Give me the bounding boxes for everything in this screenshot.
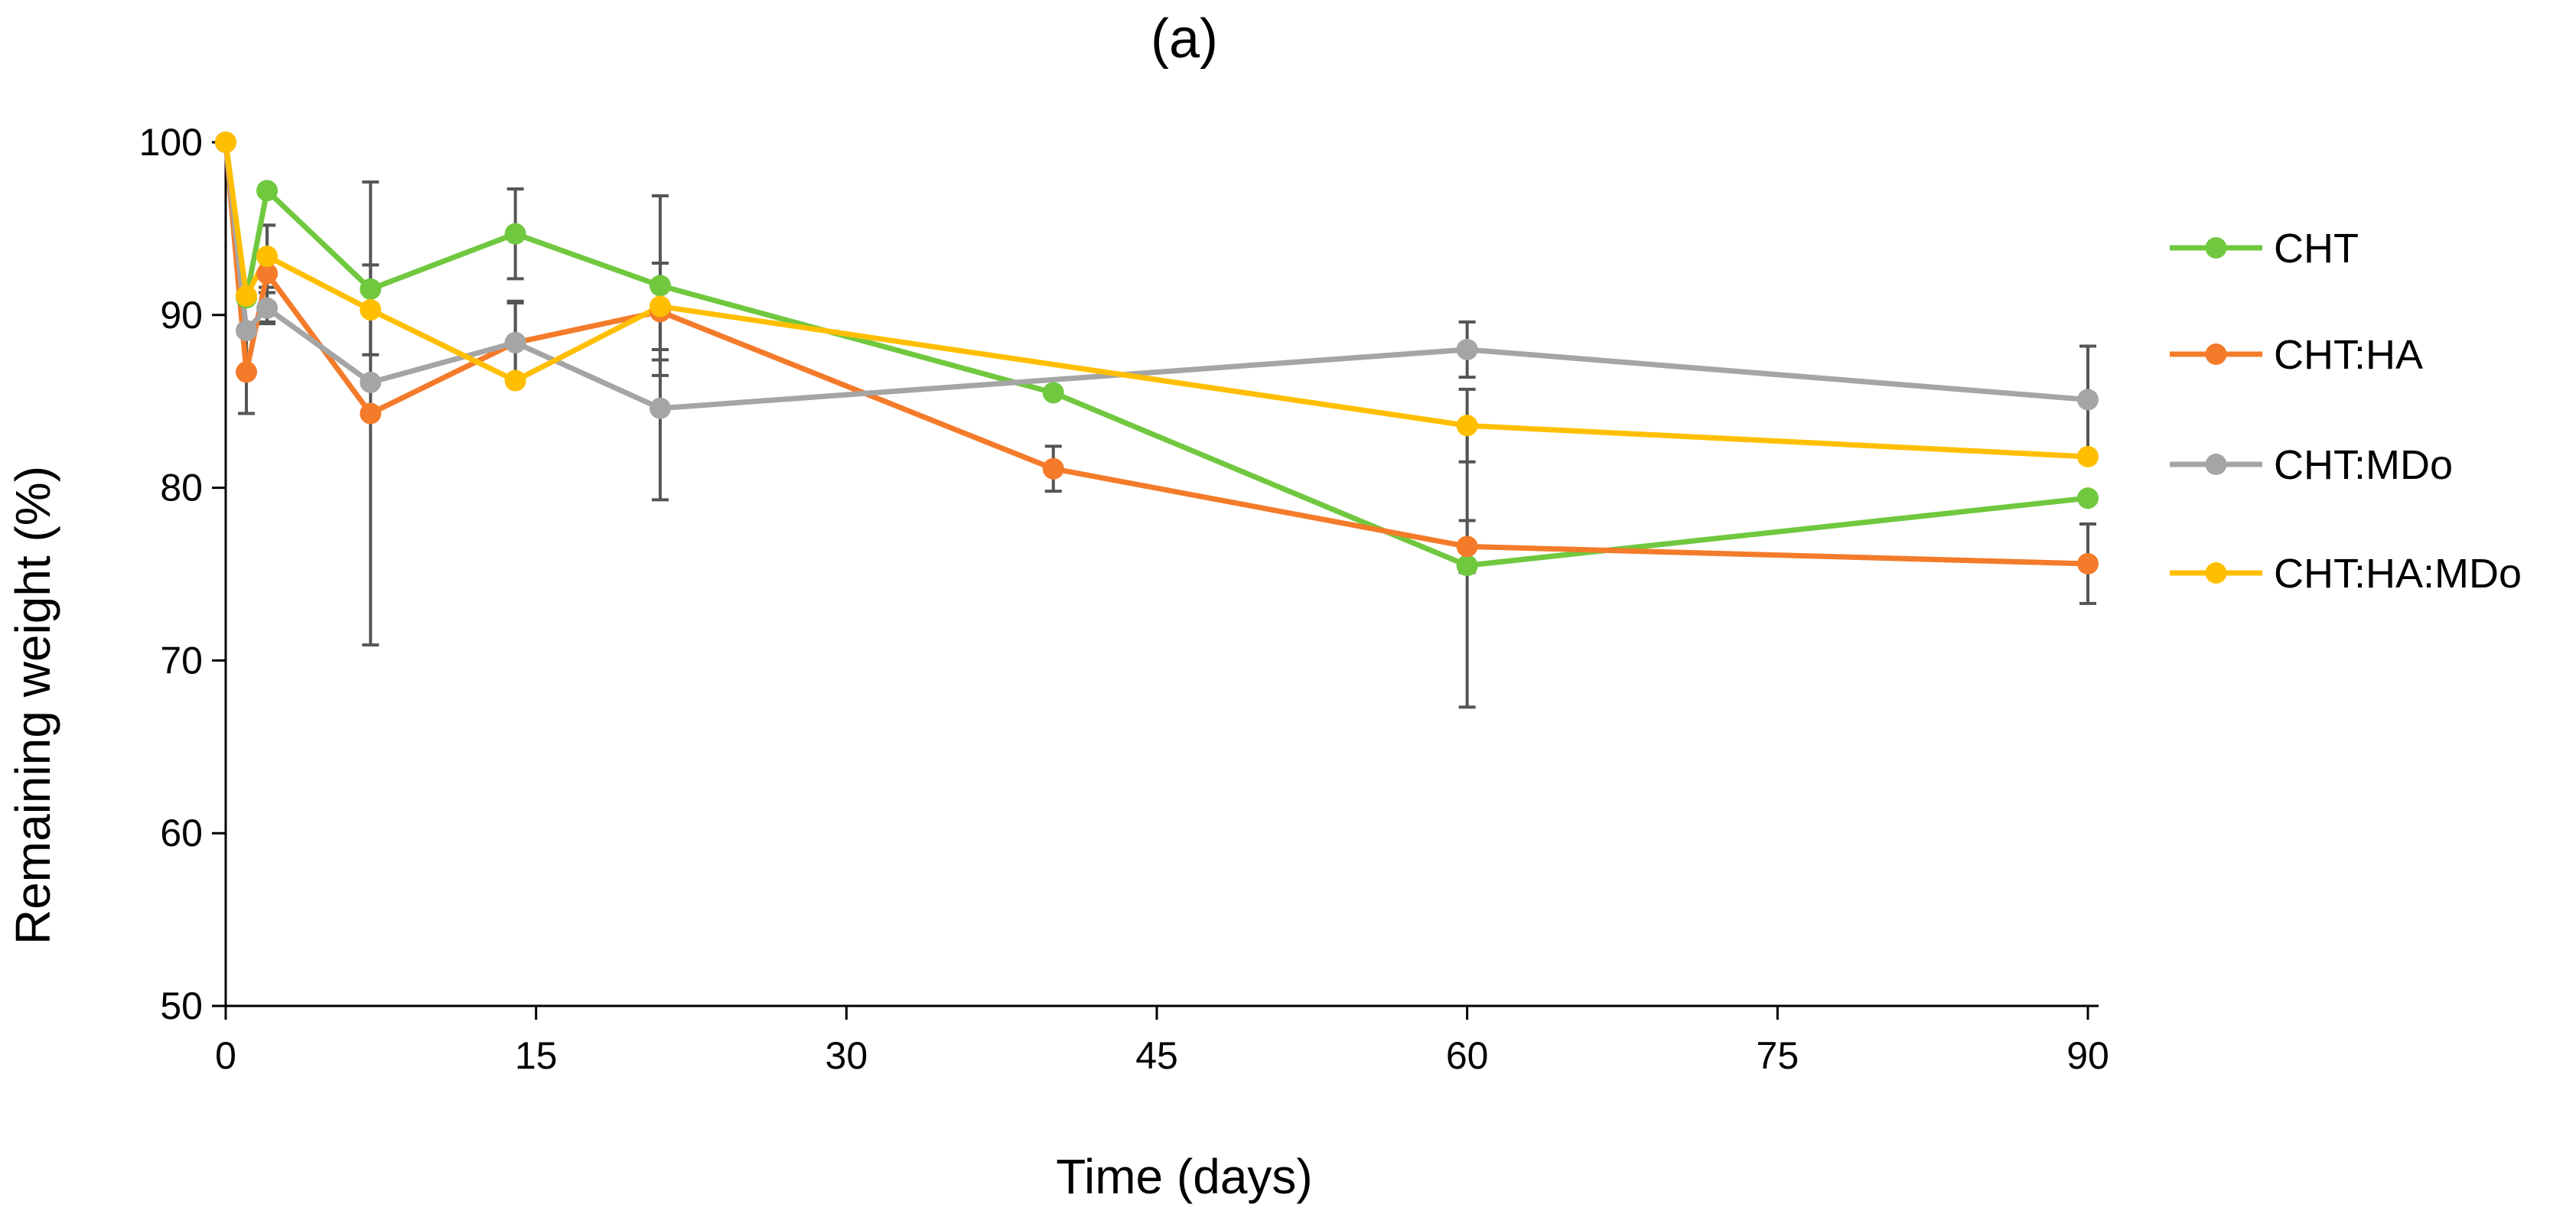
data-point-cht-mdo xyxy=(256,297,278,319)
legend-label-cht-ha: CHT:HA xyxy=(2274,332,2423,378)
x-tick-label: 90 xyxy=(2066,1034,2109,1077)
data-point-cht-ha-mdo xyxy=(360,299,382,321)
data-point-cht-ha xyxy=(236,361,258,383)
data-point-cht-mdo xyxy=(1456,338,1478,360)
data-point-cht-mdo xyxy=(360,371,382,393)
data-point-cht-mdo xyxy=(2077,389,2099,411)
legend-marker-cht-ha xyxy=(2205,343,2227,365)
data-point-cht-ha-mdo xyxy=(1456,415,1478,437)
data-point-cht xyxy=(256,180,278,202)
x-tick-label: 60 xyxy=(1446,1034,1489,1077)
legend-marker-cht-ha-mdo xyxy=(2205,562,2227,584)
data-point-cht-ha xyxy=(360,402,382,425)
legend-marker-cht xyxy=(2205,237,2227,259)
data-point-cht-ha-mdo xyxy=(504,369,526,392)
data-point-cht-ha-mdo xyxy=(649,295,671,317)
x-tick-label: 0 xyxy=(215,1034,236,1077)
x-tick-label: 30 xyxy=(826,1034,868,1077)
x-axis-title: Time (days) xyxy=(1056,1149,1312,1204)
x-tick-label: 15 xyxy=(515,1034,558,1077)
legend: CHT CHT:HA CHT:MDo CHT:HA:MDo xyxy=(2170,226,2522,597)
chart-title: (a) xyxy=(1151,8,1218,70)
data-point-cht-ha xyxy=(2077,552,2099,574)
y-tick-label: 80 xyxy=(160,467,203,509)
y-tick-label: 70 xyxy=(160,639,203,682)
x-tick-label: 45 xyxy=(1135,1034,1178,1077)
y-axis-title: Remaining weight (%) xyxy=(5,466,60,945)
data-point-cht xyxy=(360,278,382,300)
data-point-cht-ha-mdo xyxy=(236,285,258,307)
data-point-cht-mdo xyxy=(504,331,526,353)
data-point-cht-ha xyxy=(1456,535,1478,558)
data-point-cht xyxy=(649,275,671,297)
legend-marker-cht-mdo xyxy=(2205,454,2227,475)
legend-label-cht-ha-mdo: CHT:HA:MDo xyxy=(2274,551,2522,597)
y-tick-label: 90 xyxy=(160,294,203,337)
y-tick-label: 100 xyxy=(139,121,203,164)
data-point-cht xyxy=(504,223,526,245)
y-tick-label: 60 xyxy=(160,812,203,854)
data-point-cht xyxy=(1456,555,1478,577)
data-point-cht-ha-mdo xyxy=(2077,445,2099,467)
data-point-cht-mdo xyxy=(236,320,258,342)
legend-label-cht-mdo: CHT:MDo xyxy=(2274,442,2453,488)
data-point-cht xyxy=(1042,382,1064,404)
x-tick-label: 75 xyxy=(1757,1034,1799,1077)
data-point-cht-ha xyxy=(1042,457,1064,480)
data-point-cht-mdo xyxy=(649,397,671,419)
data-point-cht-ha xyxy=(256,262,278,285)
data-point-cht-ha-mdo xyxy=(215,132,236,153)
y-tick-label: 50 xyxy=(160,985,203,1027)
series-markers xyxy=(215,132,2099,577)
data-point-cht xyxy=(2077,487,2099,509)
data-point-cht-ha-mdo xyxy=(256,246,278,268)
legend-label-cht: CHT xyxy=(2274,226,2359,272)
